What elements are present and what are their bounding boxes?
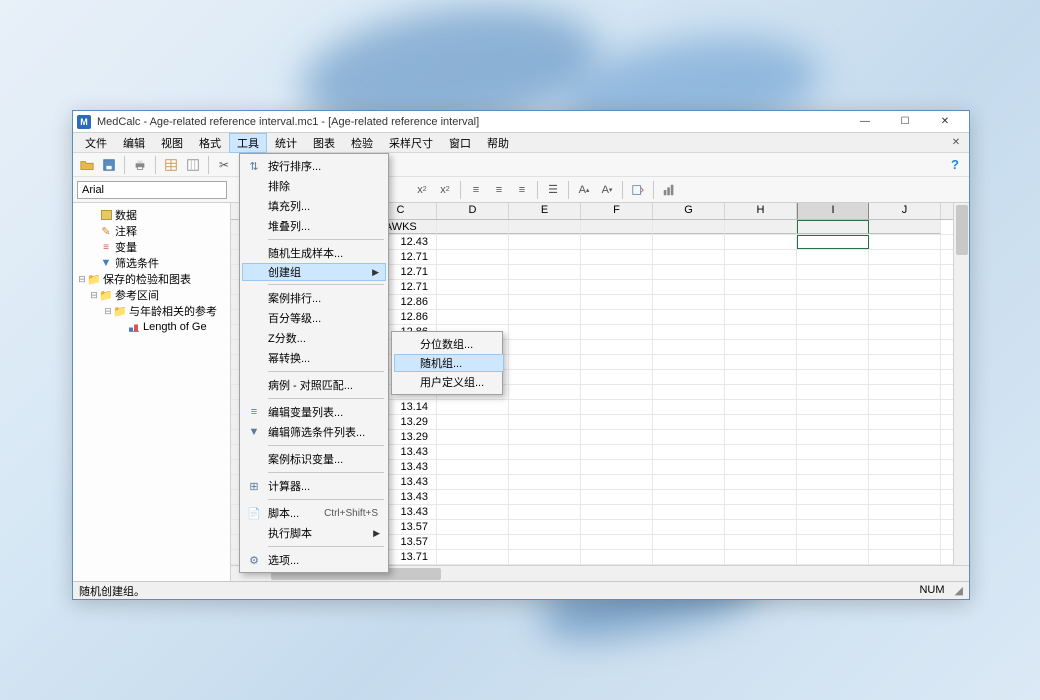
menu-test[interactable]: 检验 [343, 133, 381, 153]
menu-chart[interactable]: 图表 [305, 133, 343, 153]
font-selector[interactable]: Arial [77, 181, 227, 199]
menu-edit[interactable]: 编辑 [115, 133, 153, 153]
column-header-G[interactable]: G [653, 203, 725, 219]
menu-window[interactable]: 窗口 [441, 133, 479, 153]
tree-saved[interactable]: ⊟📁保存的检验和图表 [73, 271, 230, 287]
mi-percentile[interactable]: 百分等级... [242, 308, 386, 328]
resize-grip-icon[interactable]: ◢ [955, 584, 963, 597]
script-icon: 📄 [246, 507, 262, 520]
menu-sample[interactable]: 采样尺寸 [381, 133, 441, 153]
align-right-icon[interactable]: ≡ [511, 180, 533, 200]
titlebar: M MedCalc - Age-related reference interv… [73, 111, 969, 133]
tree-filters[interactable]: ▼筛选条件 [73, 255, 230, 271]
sort-icon: ⇅ [246, 160, 262, 173]
help-icon[interactable]: ? [945, 157, 965, 172]
mi-casectrl[interactable]: 病例 - 对照匹配... [242, 375, 386, 395]
close-button[interactable]: ✕ [925, 112, 965, 132]
menubar: 文件 编辑 视图 格式 工具 统计 图表 检验 采样尺寸 窗口 帮助 ✕ [73, 133, 969, 153]
maximize-button[interactable]: ☐ [885, 112, 925, 132]
mi-editvars[interactable]: ≡编辑变量列表... [242, 402, 386, 422]
mi-quantile-group[interactable]: 分位数组... [394, 334, 504, 354]
column-header-I[interactable]: I [797, 203, 869, 219]
tree-vars[interactable]: ≡变量 [73, 239, 230, 255]
menu-format[interactable]: 格式 [191, 133, 229, 153]
submenu-arrow-icon: ▶ [373, 528, 380, 539]
mi-stack[interactable]: 堆叠列... [242, 216, 386, 236]
font-decrease-icon[interactable]: A▾ [596, 180, 618, 200]
create-group-submenu: 分位数组... 随机组... 用户定义组... [391, 331, 503, 395]
vertical-scrollbar[interactable] [953, 203, 969, 565]
filter-icon: ▼ [246, 426, 262, 438]
mi-runscript[interactable]: 执行脚本▶ [242, 523, 386, 543]
toolbar-format: Arial x2 x2 ≡ ≡ ≡ ☰ A▴ A▾ [73, 177, 969, 203]
column-header-E[interactable]: E [509, 203, 581, 219]
mi-create-group[interactable]: 创建组▶ [242, 263, 386, 281]
mi-script[interactable]: 📄脚本...Ctrl+Shift+S [242, 503, 386, 523]
menu-file[interactable]: 文件 [77, 133, 115, 153]
mi-caserank[interactable]: 案例排行... [242, 288, 386, 308]
mi-calculator[interactable]: ⊞计算器... [242, 476, 386, 496]
align-center-icon[interactable]: ≡ [488, 180, 510, 200]
align-left-icon[interactable]: ≡ [465, 180, 487, 200]
column-header-J[interactable]: J [869, 203, 941, 219]
app-icon: M [77, 115, 91, 129]
tree-data[interactable]: 数据 [73, 207, 230, 223]
status-text: 随机创建组。 [79, 583, 145, 599]
mi-power[interactable]: 幂转换... [242, 348, 386, 368]
submenu-arrow-icon: ▶ [372, 267, 379, 278]
column-header-D[interactable]: D [437, 203, 509, 219]
superscript-icon[interactable]: x2 [434, 180, 456, 200]
chart-tool-icon[interactable] [658, 180, 680, 200]
data-icon[interactable] [161, 155, 181, 175]
side-panel: 数据 ✎注释 ≡变量 ▼筛选条件 ⊟📁保存的检验和图表 ⊟📁参考区间 ⊟📁与年龄… [73, 203, 231, 581]
app-window: M MedCalc - Age-related reference interv… [72, 110, 970, 600]
mi-zscore[interactable]: Z分数... [242, 328, 386, 348]
gear-icon: ⚙ [246, 554, 262, 567]
editvars-icon: ≡ [246, 406, 262, 418]
menu-tools[interactable]: 工具 [229, 133, 267, 153]
mi-editfilters[interactable]: ▼编辑筛选条件列表... [242, 422, 386, 442]
open-icon[interactable] [77, 155, 97, 175]
list-icon[interactable]: ☰ [542, 180, 564, 200]
tree-lengthge[interactable]: Length of Ge [73, 319, 230, 335]
menu-view[interactable]: 视图 [153, 133, 191, 153]
calculator-icon: ⊞ [246, 480, 262, 493]
column-header-H[interactable]: H [725, 203, 797, 219]
column-header-F[interactable]: F [581, 203, 653, 219]
body-area: 数据 ✎注释 ≡变量 ▼筛选条件 ⊟📁保存的检验和图表 ⊟📁参考区间 ⊟📁与年龄… [73, 203, 969, 581]
mi-caseid[interactable]: 案例标识变量... [242, 449, 386, 469]
status-num: NUM [919, 584, 944, 597]
menu-stats[interactable]: 统计 [267, 133, 305, 153]
menu-help[interactable]: 帮助 [479, 133, 517, 153]
subscript-icon[interactable]: x2 [411, 180, 433, 200]
minimize-button[interactable]: — [845, 112, 885, 132]
save-icon[interactable] [99, 155, 119, 175]
mdi-close-icon[interactable]: ✕ [947, 137, 965, 148]
tools-menu: ⇅按行排序... 排除 填充列... 堆叠列... 随机生成样本... 创建组▶… [239, 153, 389, 573]
toolbar-main: ✂ ? [73, 153, 969, 177]
tree-refint[interactable]: ⊟📁参考区间 [73, 287, 230, 303]
format-icon[interactable] [627, 180, 649, 200]
mi-options[interactable]: ⚙选项... [242, 550, 386, 570]
mi-exclude[interactable]: 排除 [242, 176, 386, 196]
tree-ageref[interactable]: ⊟📁与年龄相关的参考 [73, 303, 230, 319]
mi-random-group[interactable]: 随机组... [394, 354, 504, 372]
mi-sort[interactable]: ⇅按行排序... [242, 156, 386, 176]
cut-icon[interactable]: ✂ [214, 155, 234, 175]
window-title: MedCalc - Age-related reference interval… [97, 116, 845, 128]
mi-fill[interactable]: 填充列... [242, 196, 386, 216]
print-icon[interactable] [130, 155, 150, 175]
mi-userdef-group[interactable]: 用户定义组... [394, 372, 504, 392]
statusbar: 随机创建组。 NUM ◢ [73, 581, 969, 599]
mi-randsample[interactable]: 随机生成样本... [242, 243, 386, 263]
sheet-icon[interactable] [183, 155, 203, 175]
font-increase-icon[interactable]: A▴ [573, 180, 595, 200]
tree-notes[interactable]: ✎注释 [73, 223, 230, 239]
